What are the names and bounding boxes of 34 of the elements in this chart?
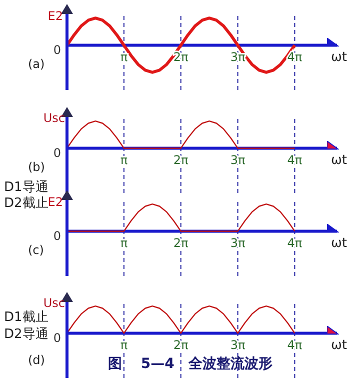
text: 0 <box>53 229 61 244</box>
text: E2 <box>48 9 63 24</box>
x-tick-label: 2π <box>173 153 188 168</box>
x-tick-label: π <box>120 236 128 250</box>
x-tick-label: 4π <box>287 338 302 352</box>
x-tick-label: π <box>120 338 128 352</box>
x-tick-label: 3π <box>230 338 246 352</box>
text: D1截止 <box>4 309 48 326</box>
x-tick-label: 2π <box>173 338 188 352</box>
x-tick-label: 4π <box>287 236 302 250</box>
x-tick-label: π <box>120 153 128 168</box>
text: D2导通 <box>4 326 48 344</box>
x-tick-label: 3π <box>230 153 246 168</box>
x-axis-title: ωt <box>331 153 347 168</box>
x-axis-title: ωt <box>331 236 347 252</box>
text: (c) <box>28 243 44 258</box>
y-axis-title: Usc <box>43 111 65 125</box>
text: (b) <box>28 160 45 174</box>
x-axis-title: ωt <box>331 50 347 66</box>
x-tick-label: π <box>120 50 128 64</box>
text: D2截止 <box>4 195 48 212</box>
y-axis-title: Usc <box>43 296 65 310</box>
text: (d) <box>28 353 45 368</box>
x-tick-label: 2π <box>173 236 188 250</box>
text: (a) <box>28 57 45 72</box>
text: 0 <box>53 331 61 346</box>
x-tick-label: 3π <box>230 236 246 250</box>
x-axis-title: ωt <box>331 338 347 354</box>
text: 0 <box>53 43 61 58</box>
text: E2 <box>48 195 63 210</box>
text: D1导通 <box>4 179 48 196</box>
x-tick-label: 4π <box>287 153 302 168</box>
text: 图 5—4 全波整流波形 <box>108 355 272 374</box>
text: 0 <box>53 146 61 160</box>
